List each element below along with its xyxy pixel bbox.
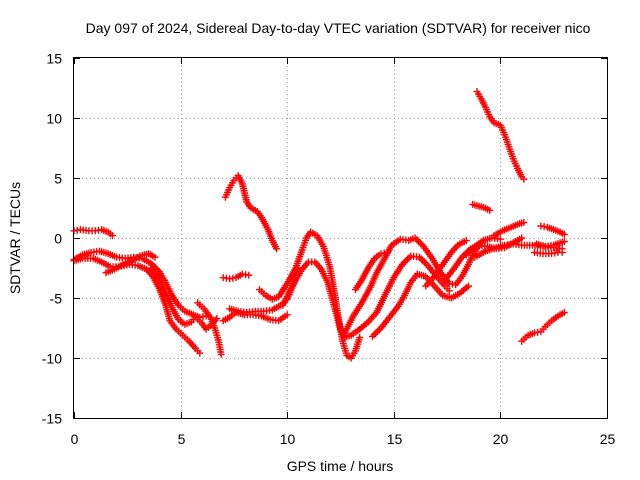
data-point	[151, 253, 159, 261]
series-arc05	[147, 264, 221, 333]
data-point	[217, 350, 225, 358]
y-tick-label: 0	[54, 231, 62, 247]
data-point	[558, 248, 566, 256]
plot-frame	[73, 57, 608, 419]
data-point	[413, 236, 421, 244]
data-point	[403, 255, 411, 263]
data-point	[560, 238, 568, 246]
x-tick-label: 25	[600, 431, 616, 447]
y-tick-label: 10	[46, 111, 62, 127]
data-point	[496, 235, 504, 243]
data-point	[213, 314, 221, 322]
x-axis-label: GPS time / hours	[287, 458, 394, 474]
y-tick-label: -5	[50, 291, 63, 307]
series-arc20	[490, 218, 528, 240]
x-tick-label: 10	[280, 431, 296, 447]
series-arc23	[537, 222, 568, 238]
series-arc24	[518, 308, 568, 345]
data-point	[518, 234, 526, 242]
gridlines	[74, 58, 607, 418]
data-point	[283, 311, 291, 319]
y-tick-labels: -15 -10 -5 0 5 10 15	[42, 51, 62, 427]
data-point	[370, 331, 378, 339]
data-point	[108, 232, 116, 240]
data-point	[405, 254, 413, 262]
y-tick-label: -10	[42, 351, 62, 367]
series-arc03	[70, 254, 204, 357]
data-point	[421, 258, 429, 266]
data-point	[196, 349, 204, 357]
data-point	[368, 332, 376, 340]
axis-ticks	[74, 58, 608, 419]
series-arc13	[341, 234, 485, 337]
series-arc09	[219, 270, 253, 283]
series-arc01	[70, 226, 116, 240]
series-arc26	[533, 238, 568, 250]
data-point	[416, 239, 424, 247]
series-arc04	[102, 250, 159, 277]
series-arc22	[469, 200, 494, 214]
y-axis-label: SDTVAR / TECUs	[7, 182, 23, 294]
series-arc11	[255, 228, 364, 362]
data-point	[520, 175, 528, 183]
series-arc16	[422, 236, 470, 290]
x-tick-label: 0	[71, 431, 79, 447]
data-points	[70, 88, 568, 362]
series-arc14	[351, 248, 391, 294]
series-arc21	[473, 88, 528, 183]
series-arc07	[219, 308, 291, 325]
data-point	[445, 287, 453, 295]
y-tick-label: -15	[42, 411, 62, 427]
y-tick-label: 15	[46, 51, 62, 67]
y-tick-label: 5	[54, 171, 62, 187]
series-arc19	[471, 240, 566, 261]
chart-title: Day 097 of 2024, Sidereal Day-to-day VTE…	[86, 20, 591, 36]
data-point	[383, 248, 391, 256]
data-point	[462, 236, 470, 244]
data-point	[374, 327, 382, 335]
data-point	[560, 308, 568, 316]
data-point	[560, 230, 568, 238]
data-point	[419, 257, 427, 265]
data-point	[245, 271, 253, 279]
x-tick-label: 20	[493, 431, 509, 447]
series-arc25	[531, 248, 566, 258]
series-arc10	[221, 172, 281, 253]
data-point	[356, 334, 364, 342]
x-tick-label: 15	[387, 431, 403, 447]
x-tick-label: 5	[178, 431, 186, 447]
data-point	[273, 245, 281, 253]
data-point	[486, 206, 494, 214]
data-point	[520, 218, 528, 226]
data-point	[464, 282, 472, 290]
x-tick-labels: 0 5 10 15 20 25	[71, 431, 616, 447]
series-arc06	[194, 299, 225, 358]
data-point	[372, 329, 380, 337]
data-point	[402, 257, 410, 265]
